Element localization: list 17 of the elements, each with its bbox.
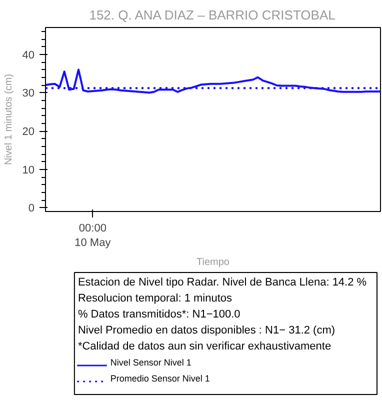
text: Estacion de Nivel tipo Radar. Nivel de Banca Llena: 14.2 %: [78, 276, 367, 288]
x-tick-label: 00:00 10 May: [74, 222, 112, 249]
y-tick-label: 0: [28, 202, 35, 215]
y-tick-label: 20: [22, 126, 35, 138]
legend-label: Nivel Sensor Nivel 1: [110, 358, 192, 368]
y-tick-label: 30: [22, 88, 35, 100]
legend-label: Promedio Sensor Nivel 1: [110, 374, 210, 384]
y-axis-title: Nivel 1 minutos (cm): [3, 74, 14, 166]
y-tick-label: 40: [22, 49, 35, 62]
text: Nivel Promedio en datos disponibles : N1− 31.2 (cm): [78, 324, 336, 336]
text: % Datos transmitidos*: N1−100.0: [78, 308, 240, 320]
text: Resolucion temporal: 1 minutos: [78, 292, 233, 304]
line-series: [46, 68, 380, 94]
chart-title: 152. Q. ANA DIAZ – BARRIO CRISTOBAL: [89, 8, 336, 22]
text: *Calidad de datos aun sin verificar exhaustivamente: [78, 340, 332, 352]
x-axis-title: Tiempo: [196, 256, 230, 268]
y-tick-label: 10: [22, 164, 35, 176]
